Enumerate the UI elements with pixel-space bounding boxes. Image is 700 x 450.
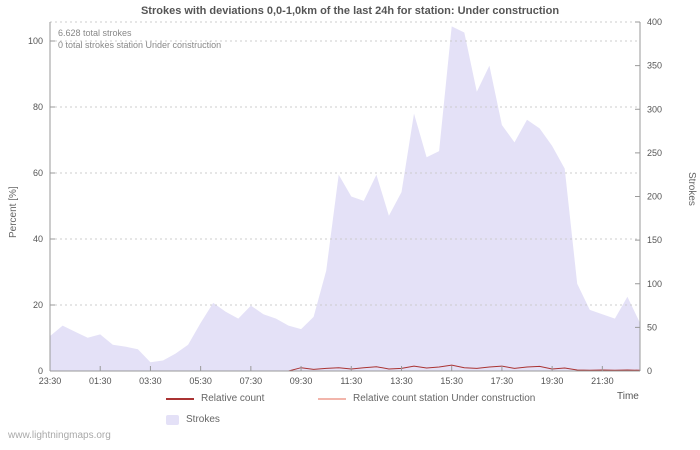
legend-item-relative-count: Relative count — [166, 393, 264, 404]
legend-label-relative-count-station: Relative count station Under constructio… — [353, 393, 536, 404]
left-tick-label: 0 — [38, 366, 43, 376]
left-tick-label: 40 — [33, 234, 43, 244]
legend-item-strokes: Strokes — [166, 414, 220, 425]
x-axis-title: Time — [617, 391, 639, 402]
x-tick-label: 01:30 — [89, 376, 112, 386]
right-tick-label: 400 — [647, 17, 662, 27]
x-tick-label: 05:30 — [189, 376, 212, 386]
x-tick-label: 23:30 — [39, 376, 62, 386]
legend-swatch-strokes — [166, 414, 179, 425]
watermark: www.lightningmaps.org — [8, 430, 111, 441]
right-tick-label: 50 — [647, 322, 657, 332]
right-tick-label: 300 — [647, 104, 662, 114]
chart-title: Strokes with deviations 0,0-1,0km of the… — [140, 5, 560, 17]
strokes-area — [50, 26, 640, 372]
right-tick-label: 0 — [647, 366, 652, 376]
legend-label-strokes: Strokes — [186, 414, 220, 425]
left-tick-label: 20 — [33, 300, 43, 310]
x-tick-label: 19:30 — [541, 376, 564, 386]
x-tick-label: 17:30 — [491, 376, 514, 386]
legend-label-relative-count: Relative count — [201, 393, 265, 404]
left-tick-label: 60 — [33, 168, 43, 178]
annotation-total-strokes: 6.628 total strokes — [58, 28, 132, 38]
right-tick-label: 250 — [647, 148, 662, 158]
right-tick-label: 350 — [647, 61, 662, 71]
x-tick-label: 09:30 — [290, 376, 313, 386]
x-tick-label: 07:30 — [240, 376, 263, 386]
x-tick-label: 15:30 — [440, 376, 463, 386]
legend-swatch-relative-count-station — [318, 397, 346, 400]
left-axis-title: Percent [%] — [8, 186, 19, 238]
left-tick-label: 80 — [33, 102, 43, 112]
legend-swatch-relative-count — [166, 397, 194, 400]
right-tick-label: 200 — [647, 192, 662, 202]
x-tick-label: 11:30 — [340, 376, 362, 386]
right-tick-label: 150 — [647, 235, 662, 245]
annotation-station-strokes: 0 total strokes station Under constructi… — [58, 40, 222, 50]
x-tick-label: 13:30 — [390, 376, 413, 386]
legend-item-relative-count-station: Relative count station Under constructio… — [318, 393, 535, 404]
right-axis-title: Strokes — [686, 172, 697, 206]
x-tick-label: 03:30 — [139, 376, 162, 386]
x-tick-label: 21:30 — [591, 376, 614, 386]
left-tick-label: 100 — [28, 36, 43, 46]
right-tick-label: 100 — [647, 279, 662, 289]
